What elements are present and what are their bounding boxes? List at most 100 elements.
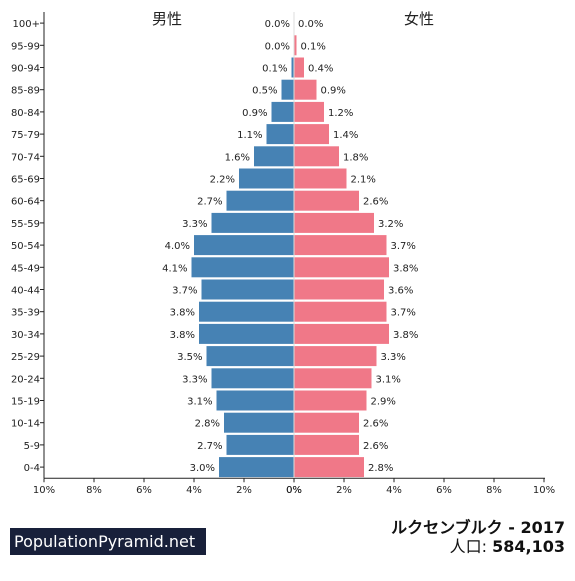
female-value-label: 3.8% <box>393 263 418 274</box>
female-value-label: 1.2% <box>328 108 353 119</box>
female-value-label: 3.3% <box>381 352 406 363</box>
female-bar <box>294 368 372 389</box>
male-bar <box>201 279 294 300</box>
age-group-label: 30-34 <box>11 330 40 341</box>
female-value-label: 2.1% <box>351 175 376 186</box>
male-value-label: 0.9% <box>242 108 267 119</box>
population-label: 人口: <box>449 537 488 556</box>
age-group-label: 45-49 <box>11 263 40 274</box>
female-bar <box>294 168 347 189</box>
age-group-label: 90-94 <box>11 64 40 75</box>
female-value-label: 3.2% <box>378 219 403 230</box>
x-tick-label: 6% <box>436 485 452 496</box>
age-group-label: 5-9 <box>24 441 40 452</box>
female-bar <box>294 57 304 78</box>
male-value-label: 3.1% <box>187 397 212 408</box>
female-bar <box>294 390 367 411</box>
male-bar <box>239 168 294 189</box>
female-value-label: 0.0% <box>298 19 323 30</box>
age-group-label: 0-4 <box>24 463 40 474</box>
female-header: 女性 <box>404 10 435 28</box>
female-value-label: 3.8% <box>393 330 418 341</box>
male-bar <box>226 190 294 211</box>
male-bar <box>194 235 294 256</box>
female-bar <box>294 124 329 145</box>
age-group-label: 35-39 <box>11 308 40 319</box>
female-value-label: 2.6% <box>363 419 388 430</box>
x-tick-label: 2% <box>336 485 352 496</box>
male-value-label: 3.0% <box>190 463 215 474</box>
male-value-label: 0.0% <box>265 19 290 30</box>
female-bar <box>294 79 317 100</box>
female-bar <box>294 301 387 322</box>
x-tick-label: 8% <box>486 485 502 496</box>
male-value-label: 3.7% <box>172 286 197 297</box>
female-value-label: 3.6% <box>388 286 413 297</box>
male-bar <box>291 57 294 78</box>
male-bar <box>219 457 294 478</box>
male-bar <box>226 434 294 455</box>
female-bar <box>294 457 364 478</box>
female-value-label: 1.8% <box>343 152 368 163</box>
age-group-label: 55-59 <box>11 219 40 230</box>
male-bar <box>206 346 294 367</box>
x-tick-label: 4% <box>386 485 402 496</box>
female-value-label: 0.1% <box>301 41 326 52</box>
male-value-label: 2.7% <box>197 441 222 452</box>
age-group-label: 65-69 <box>11 175 40 186</box>
age-group-label: 50-54 <box>11 241 40 252</box>
age-group-label: 25-29 <box>11 352 40 363</box>
female-value-label: 1.4% <box>333 130 358 141</box>
female-bar <box>294 412 359 433</box>
x-tick-label: 4% <box>186 485 202 496</box>
age-group-label: 100+ <box>13 19 40 30</box>
male-value-label: 3.3% <box>182 374 207 385</box>
female-bar <box>294 434 359 455</box>
female-bar <box>294 279 384 300</box>
female-bar <box>294 346 377 367</box>
brand-logo-text: PopulationPyramid.net <box>10 528 206 555</box>
male-bar <box>199 301 294 322</box>
age-group-label: 10-14 <box>11 419 40 430</box>
female-bar <box>294 146 339 167</box>
x-tick-label: 0% <box>286 485 302 496</box>
male-value-label: 3.8% <box>170 330 195 341</box>
female-value-label: 3.7% <box>391 241 416 252</box>
male-value-label: 3.8% <box>170 308 195 319</box>
male-bar <box>216 390 294 411</box>
female-value-label: 2.6% <box>363 441 388 452</box>
male-bar <box>191 257 294 278</box>
male-value-label: 2.8% <box>195 419 220 430</box>
male-value-label: 0.1% <box>262 64 287 75</box>
age-group-label: 20-24 <box>11 374 40 385</box>
female-value-label: 0.9% <box>321 86 346 97</box>
female-bar <box>294 101 324 122</box>
x-tick-label: 2% <box>236 485 252 496</box>
female-value-label: 0.4% <box>308 64 333 75</box>
age-group-label: 15-19 <box>11 397 40 408</box>
female-value-label: 2.6% <box>363 197 388 208</box>
male-bar <box>224 412 294 433</box>
male-bar <box>271 101 294 122</box>
male-bar <box>211 212 294 233</box>
x-tick-label: 6% <box>136 485 152 496</box>
age-group-label: 85-89 <box>11 86 40 97</box>
chart-title: ルクセンブルク - 2017 <box>391 518 565 537</box>
x-tick-label: 8% <box>86 485 102 496</box>
population-value: 584,103 <box>492 537 565 556</box>
age-group-label: 70-74 <box>11 152 40 163</box>
male-value-label: 0.5% <box>252 86 277 97</box>
female-value-label: 3.1% <box>376 374 401 385</box>
male-value-label: 4.0% <box>165 241 190 252</box>
male-bar <box>281 79 294 100</box>
x-tick-label: 0% <box>286 485 302 496</box>
age-group-label: 40-44 <box>11 286 40 297</box>
female-value-label: 2.9% <box>371 397 396 408</box>
age-group-label: 60-64 <box>11 197 40 208</box>
female-value-label: 2.8% <box>368 463 393 474</box>
female-value-label: 3.7% <box>391 308 416 319</box>
male-bar <box>266 124 294 145</box>
male-value-label: 1.6% <box>225 152 250 163</box>
male-value-label: 0.0% <box>265 41 290 52</box>
male-value-label: 2.2% <box>210 175 235 186</box>
